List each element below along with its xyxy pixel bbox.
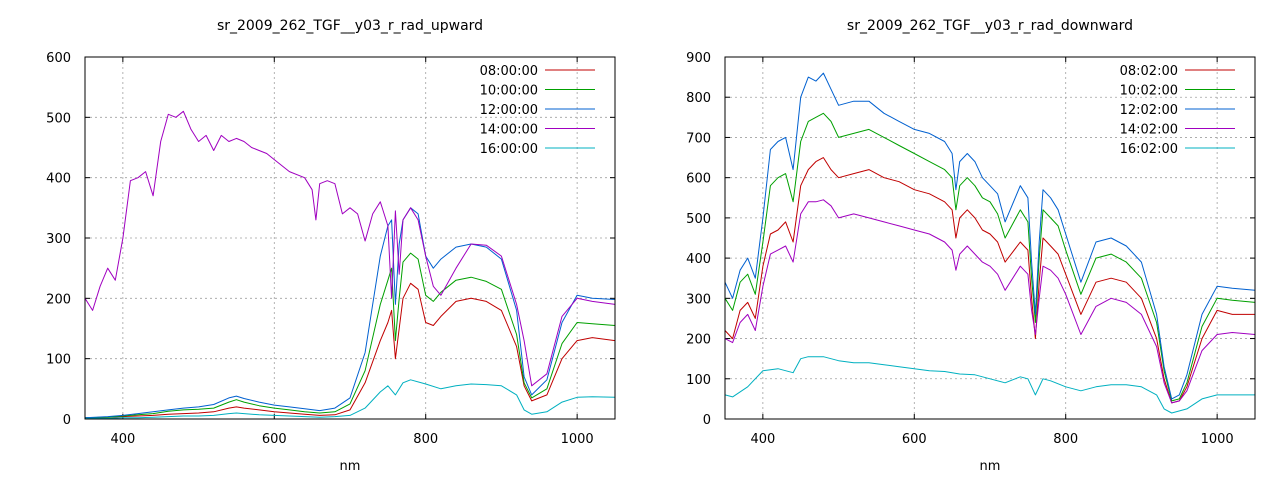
series-line-16-00-00 <box>85 379 615 419</box>
y-tick-label: 200 <box>686 333 711 348</box>
legend-label: 10:00:00 <box>480 84 538 99</box>
legend-label: 14:02:00 <box>1120 123 1178 138</box>
series-line-08-02-00 <box>725 157 1255 404</box>
legend-label: 16:00:00 <box>480 142 538 157</box>
series-line-10-02-00 <box>725 112 1255 402</box>
series-line-16-02-00 <box>725 356 1255 414</box>
y-tick-label: 500 <box>686 212 711 227</box>
x-tick-label: 400 <box>750 432 775 447</box>
series-line-14-00-00 <box>85 110 615 387</box>
legend-label: 08:00:00 <box>480 64 538 79</box>
x-tick-label: 800 <box>413 432 438 447</box>
x-tick-label: 1000 <box>1201 432 1234 447</box>
y-tick-label: 400 <box>686 252 711 267</box>
legend-label: 16:02:00 <box>1120 142 1178 157</box>
series-line-12-00-00 <box>85 207 615 419</box>
legend-label: 12:00:00 <box>480 103 538 118</box>
legend-label: 08:02:00 <box>1120 64 1178 79</box>
x-tick-label: 600 <box>262 432 287 447</box>
plot-frame <box>84 56 616 420</box>
x-tick-label: 1000 <box>561 432 594 447</box>
chart-title: sr_2009_262_TGF__y03_r_rad_upward <box>217 18 483 34</box>
x-axis-label: nm <box>980 459 1001 474</box>
series-line-10-00-00 <box>85 252 615 419</box>
y-tick-label: 100 <box>46 353 71 368</box>
y-tick-label: 300 <box>46 232 71 247</box>
plot-frame <box>724 56 1256 420</box>
y-tick-label: 0 <box>63 413 71 428</box>
y-tick-label: 300 <box>686 292 711 307</box>
y-tick-label: 600 <box>686 172 711 187</box>
legend-label: 12:02:00 <box>1120 103 1178 118</box>
chart-panel-1: sr_2009_262_TGF__y03_r_rad_upward 400 600 8… <box>46 18 616 474</box>
series-line-12-02-00 <box>725 72 1255 400</box>
y-tick-label: 200 <box>46 292 71 307</box>
x-tick-label: 600 <box>902 432 927 447</box>
legend-label: 14:00:00 <box>480 123 538 138</box>
legend-label: 10:02:00 <box>1120 84 1178 99</box>
y-tick-label: 500 <box>46 111 71 126</box>
x-axis-label: nm <box>340 459 361 474</box>
y-tick-label: 600 <box>46 51 71 66</box>
y-tick-label: 0 <box>703 413 711 428</box>
y-tick-label: 100 <box>686 373 711 388</box>
x-tick-label: 400 <box>110 432 135 447</box>
series-line-14-02-00 <box>725 199 1255 404</box>
y-tick-label: 400 <box>46 172 71 187</box>
series-line-08-00-00 <box>85 282 615 419</box>
y-tick-label: 800 <box>686 91 711 106</box>
x-tick-label: 800 <box>1053 432 1078 447</box>
y-tick-label: 900 <box>686 51 711 66</box>
chart-title: sr_2009_262_TGF__y03_r_rad_downward <box>847 18 1133 34</box>
y-tick-label: 700 <box>686 131 711 146</box>
chart-panel-2: sr_2009_262_TGF__y03_r_rad_downward 400 60… <box>686 18 1256 474</box>
